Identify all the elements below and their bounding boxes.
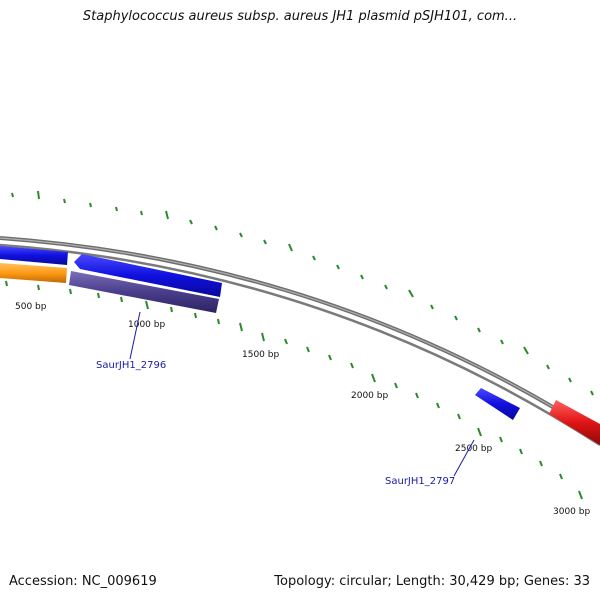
gene-label-2797[interactable]: SaurJH1_2797 <box>385 476 455 487</box>
gene-orange-left[interactable] <box>0 263 67 283</box>
callout-line-2796 <box>129 311 141 360</box>
outer-tick-ring <box>11 190 594 396</box>
tick-label-500: 500 bp <box>15 302 47 312</box>
position-labels: 500 bp 1000 bp 1500 bp 2000 bp 2500 bp 3… <box>15 302 590 517</box>
plasmid-backbone <box>0 236 600 447</box>
gene-purple-2796[interactable] <box>69 271 219 313</box>
gene-label-2796[interactable]: SaurJH1_2796 <box>96 360 166 371</box>
gene-blue-2796[interactable] <box>74 254 222 297</box>
tick-label-2500: 2500 bp <box>455 444 492 454</box>
inner-tick-ring <box>5 280 583 500</box>
tick-label-2000: 2000 bp <box>351 391 388 401</box>
tick-label-3000: 3000 bp <box>553 507 590 517</box>
accession-text: Accession: NC_009619 <box>9 574 157 589</box>
map-title: Staphylococcus aureus subsp. aureus JH1 … <box>82 9 518 24</box>
gene-blue-left[interactable] <box>0 246 68 265</box>
gene-red-right[interactable] <box>549 400 600 445</box>
gene-blue-2797[interactable] <box>475 388 520 420</box>
gene-callouts: SaurJH1_2796 SaurJH1_2797 <box>96 311 475 487</box>
gene-features[interactable] <box>0 246 600 445</box>
callout-line-2797 <box>453 439 475 477</box>
topology-summary: Topology: circular; Length: 30,429 bp; G… <box>274 574 590 589</box>
tick-label-1500: 1500 bp <box>242 350 279 360</box>
tick-label-1000: 1000 bp <box>128 320 165 330</box>
